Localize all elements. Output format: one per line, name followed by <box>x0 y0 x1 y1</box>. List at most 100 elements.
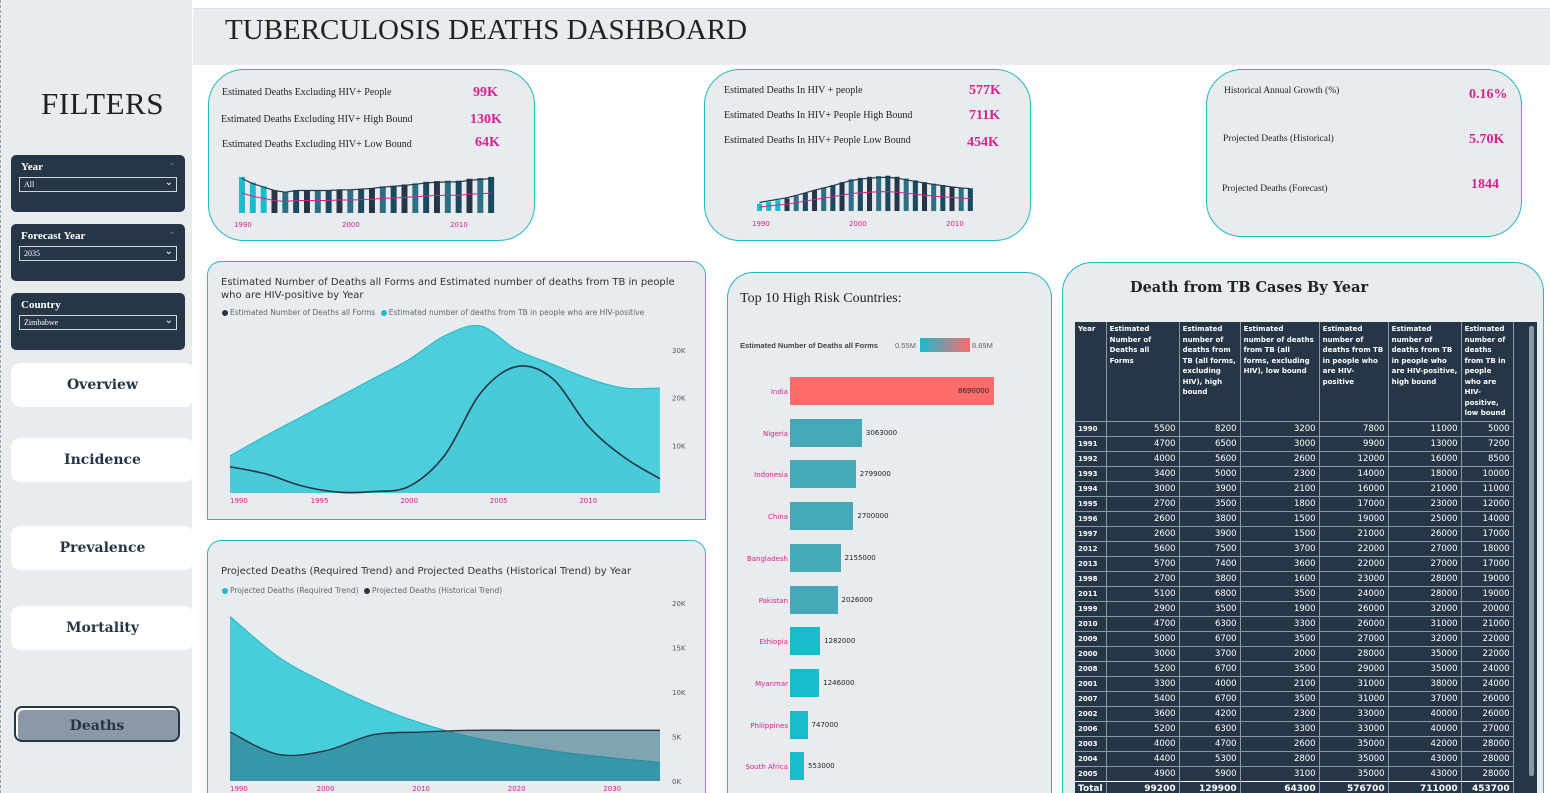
table-cell: 21000 <box>1388 480 1462 496</box>
table-cell: 3600 <box>1240 555 1320 571</box>
column-header[interactable]: Estimated Number of Deaths all Forms <box>1106 322 1180 421</box>
bar-value-label: 2155000 <box>844 553 876 562</box>
table-cell: 2007 <box>1075 690 1107 706</box>
column-header[interactable]: Year <box>1075 322 1107 421</box>
table-cell: 3600 <box>1106 705 1180 721</box>
spark-bar <box>293 190 300 213</box>
filters-heading: FILTERS <box>41 86 164 121</box>
spark-bar <box>940 185 946 211</box>
table-cell: 4700 <box>1106 615 1180 631</box>
bar-nigeria[interactable] <box>790 418 862 447</box>
table-cell: 1990 <box>1075 420 1107 436</box>
table-cell: 20000 <box>1461 600 1514 616</box>
column-header[interactable]: Estimated number of deaths from TB in pe… <box>1319 322 1389 421</box>
table-scrollbar[interactable] <box>1529 326 1534 776</box>
table-cell: 28000 <box>1461 735 1514 751</box>
column-header[interactable]: Estimated number of deaths from TB (all … <box>1240 322 1320 421</box>
chevron-icon: ⌄ <box>168 226 176 236</box>
bar-value-label: 3063000 <box>865 428 898 437</box>
kpi-label: Estimated Deaths Excluding HIV+ Low Boun… <box>222 139 412 150</box>
country-dropdown[interactable]: Zimbabwe ⌄ <box>19 315 177 330</box>
table-row: 2012 5600 7500 3700 22000 27000 18000 <box>1075 540 1514 556</box>
table-cell: 2013 <box>1075 555 1107 571</box>
forecast-year-slicer: Forecast Year ⌄ 2035 ⌄ <box>11 224 185 281</box>
spark-bar <box>239 176 245 213</box>
table-cell: 17000 <box>1461 555 1514 571</box>
spark-bar <box>325 190 332 213</box>
spark-bar <box>839 182 845 211</box>
table-cell: 2008 <box>1075 660 1107 676</box>
table-total-cell: Total <box>1075 780 1107 793</box>
forecast-year-label: Forecast Year <box>21 230 86 242</box>
table-total-cell: 453700 <box>1461 780 1514 793</box>
legend-label: Estimated number of deaths from TB in pe… <box>388 308 645 317</box>
column-header[interactable]: Estimated number of deaths from TB (all … <box>1179 322 1241 421</box>
spark-bar <box>401 184 408 213</box>
bar-myanmar[interactable] <box>790 668 820 697</box>
table-cell: 27000 <box>1319 630 1389 646</box>
nav-mortality-button[interactable]: Mortality <box>11 606 194 650</box>
bar-south-africa[interactable] <box>790 752 804 781</box>
table-cell: 2010 <box>1075 615 1107 631</box>
table-cell: 42000 <box>1388 735 1462 751</box>
bar-ethiopia[interactable] <box>790 627 821 656</box>
chevron-down-icon: ⌄ <box>164 246 173 257</box>
nav-overview-button[interactable]: Overview <box>11 363 194 407</box>
table-cell: 12000 <box>1319 450 1389 466</box>
bar-value-label: 2026000 <box>841 595 873 604</box>
bar-value-label: 1246000 <box>823 678 855 687</box>
data-table[interactable]: Year Estimated Number of Deaths all Forms… <box>1075 322 1537 793</box>
nav-prevalence-button[interactable]: Prevalence <box>11 526 194 570</box>
table-cell: 3800 <box>1179 570 1241 586</box>
bar-india[interactable] <box>790 377 994 405</box>
spark-bar <box>949 186 955 211</box>
table-cell: 10000 <box>1461 465 1514 481</box>
y-tick-label: 30K <box>672 347 686 355</box>
table-cell: 1992 <box>1075 450 1107 466</box>
forecast-year-dropdown[interactable]: 2035 ⌄ <box>19 246 177 261</box>
table-cell: 18000 <box>1388 465 1462 481</box>
table-cell: 43000 <box>1388 765 1462 781</box>
table-cell: 28000 <box>1461 750 1514 766</box>
spark-bar <box>830 185 836 211</box>
bar-pakistan[interactable] <box>790 585 838 614</box>
spark-bar <box>958 187 964 211</box>
bar-indonesia[interactable] <box>790 460 856 489</box>
bar-china[interactable] <box>790 502 854 531</box>
spark-bar <box>821 187 827 211</box>
table-cell: 22000 <box>1319 540 1389 556</box>
column-header[interactable]: Estimated number of deaths from TB in pe… <box>1388 322 1462 421</box>
spark-bar <box>894 176 900 211</box>
year-slicer-label: Year <box>21 161 43 173</box>
table-cell: 2700 <box>1106 570 1180 586</box>
x-tick-label: 2010 <box>579 497 597 505</box>
bar-bangladesh[interactable] <box>790 543 841 572</box>
spark-bar <box>903 178 909 211</box>
country-slicer: Country Zimbabwe ⌄ <box>11 293 185 350</box>
table-cell: 3500 <box>1179 600 1241 616</box>
table-cell: 17000 <box>1319 495 1389 511</box>
header-bar <box>193 9 1550 65</box>
spark-bar <box>314 190 321 213</box>
year-slicer: Year ⌄ All ⌄ <box>11 155 185 212</box>
table-row: 1995 2700 3500 1800 17000 23000 12000 <box>1075 495 1514 511</box>
bar-value-label: 1282000 <box>824 637 856 646</box>
table-cell: 7200 <box>1461 435 1514 451</box>
spark-bar <box>931 183 937 211</box>
kpi-label: Projected Deaths (Historical) <box>1223 134 1334 144</box>
table-row: 1991 4700 6500 3000 9900 13000 7200 <box>1075 435 1514 451</box>
table-cell: 2000 <box>1240 645 1320 661</box>
table-cell: 43000 <box>1388 750 1462 766</box>
year-dropdown[interactable]: All ⌄ <box>19 177 177 192</box>
bar-philippines[interactable] <box>790 710 808 739</box>
table-cell: 17000 <box>1461 525 1514 541</box>
spark-bar <box>857 177 863 211</box>
spark-bar <box>260 186 267 213</box>
column-header[interactable]: Estimated number of deaths from TB in pe… <box>1461 322 1514 421</box>
nav-deaths-button[interactable]: Deaths <box>14 706 180 742</box>
legend-dot <box>222 588 228 594</box>
table-row: 2005 4900 5900 3100 35000 43000 28000 <box>1075 765 1514 781</box>
nav-incidence-button[interactable]: Incidence <box>11 438 194 482</box>
series-line-overlay <box>229 365 661 494</box>
table-cell: 25000 <box>1388 510 1462 526</box>
